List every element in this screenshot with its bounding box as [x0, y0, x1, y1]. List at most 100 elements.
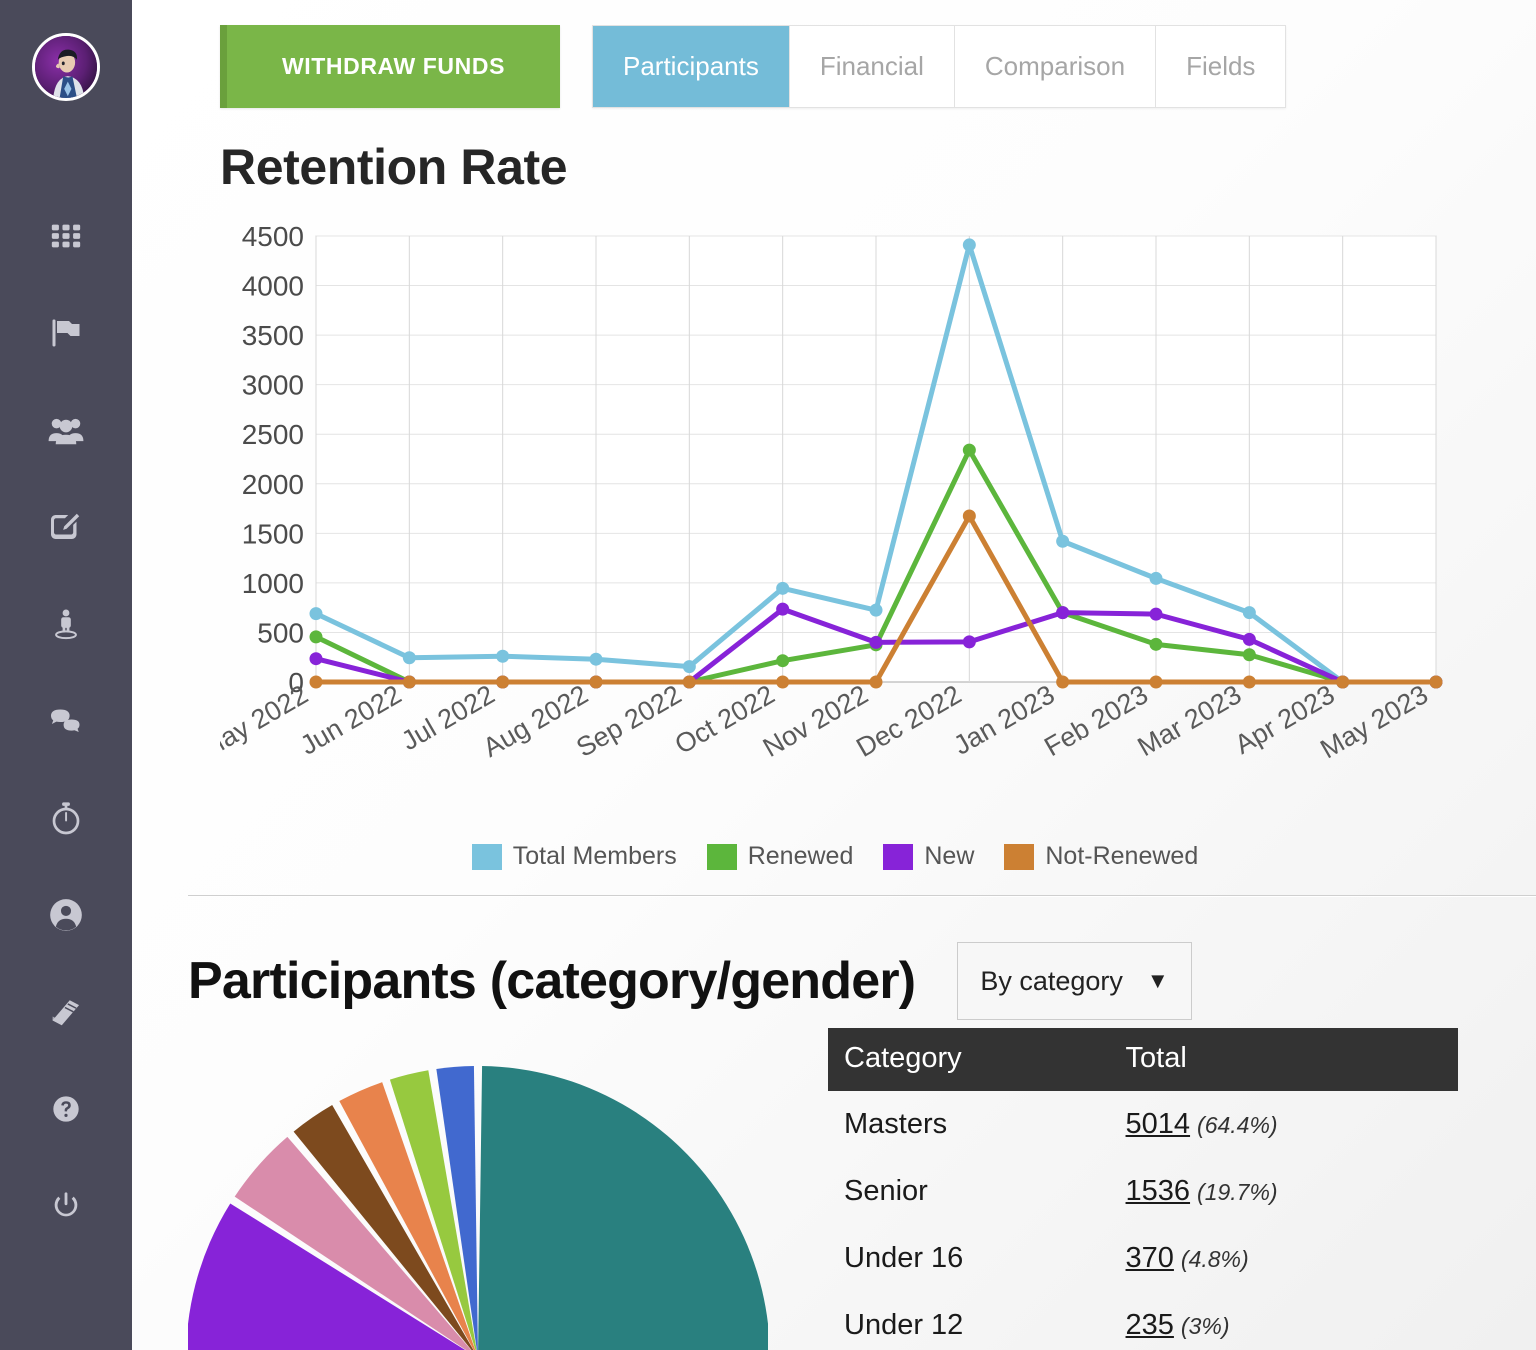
cell-total: 1536 (19.7%) — [1104, 1158, 1458, 1225]
svg-text:2500: 2500 — [242, 419, 304, 450]
tab-participants[interactable]: Participants — [593, 26, 790, 107]
legend-label: New — [924, 842, 975, 870]
svg-text:Sep 2022: Sep 2022 — [571, 679, 686, 763]
sidebar-item-timing[interactable] — [0, 769, 132, 866]
by-category-value: By category — [980, 965, 1123, 996]
main-content: WITHDRAW FUNDS Participants Financial Co… — [132, 0, 1536, 1350]
cell-total: 235 (3%) — [1104, 1292, 1458, 1350]
book-icon — [52, 999, 80, 1025]
grid-apps-icon — [51, 224, 81, 247]
tab-fields[interactable]: Fields — [1156, 26, 1286, 107]
svg-text:4500: 4500 — [242, 221, 304, 252]
legend-swatch — [1004, 843, 1035, 870]
svg-text:1000: 1000 — [242, 568, 304, 599]
column-header-category: Category — [828, 1028, 1104, 1091]
retention-rate-title: Retention Rate — [220, 139, 568, 195]
people-group-icon — [48, 418, 84, 444]
table-row: Senior 1536 (19.7%) — [828, 1158, 1458, 1225]
table-header-row: Category Total — [828, 1028, 1458, 1091]
total-value-link[interactable]: 1536 — [1125, 1175, 1191, 1207]
participants-title: Participants (category/gender) — [188, 952, 916, 1010]
sidebar-item-officials[interactable] — [0, 575, 132, 672]
participants-header: Participants (category/gender) By catego… — [132, 942, 1536, 1020]
edit-note-icon — [51, 513, 80, 539]
tab-comparison[interactable]: Comparison — [954, 26, 1157, 107]
svg-text:4000: 4000 — [242, 271, 304, 302]
sidebar-item-members[interactable] — [0, 381, 132, 478]
sidebar-item-dashboard[interactable] — [0, 187, 132, 284]
svg-text:500: 500 — [257, 617, 304, 648]
sidebar-item-library[interactable] — [0, 963, 132, 1060]
table-row: Under 16 370 (4.8%) — [828, 1225, 1458, 1292]
section-divider — [188, 895, 1536, 896]
category-table-body: Masters 5014 (64.4%) Senior 1536 (19.7%) Under… — [828, 1091, 1458, 1350]
legend-swatch — [706, 843, 737, 870]
category-table-wrap: Category Total Masters 5014 (64.4%) Senior 1… — [828, 1028, 1458, 1350]
person-pin-icon — [55, 609, 77, 639]
svg-text:0: 0 — [288, 667, 304, 698]
tab-bar: Participants Financial Comparison Fields — [592, 25, 1287, 108]
svg-text:3000: 3000 — [242, 370, 304, 401]
legend-item[interactable]: Total Members — [471, 842, 677, 871]
svg-text:Aug 2022: Aug 2022 — [478, 679, 593, 763]
legend-item[interactable]: Renewed — [706, 842, 853, 871]
legend-label: Not-Renewed — [1045, 842, 1199, 870]
avatar-image — [35, 36, 97, 98]
svg-text:3500: 3500 — [242, 320, 304, 351]
total-value-link[interactable]: 370 — [1125, 1242, 1174, 1274]
sidebar — [0, 0, 132, 1350]
cell-total: 5014 (64.4%) — [1104, 1091, 1458, 1158]
retention-line-chart: 0 500 1000 1500 2000 2500 3000 3500 4000 4500 May … — [220, 220, 1450, 840]
toolbar: WITHDRAW FUNDS Participants Financial Co… — [132, 0, 1536, 110]
by-category-dropdown[interactable]: By category ▼ — [957, 942, 1192, 1020]
chart-legend: Total Members Renewed New Not-Renewed — [220, 842, 1450, 871]
svg-text:Mar 2023: Mar 2023 — [1133, 679, 1247, 762]
cell-category: Masters — [844, 1108, 948, 1140]
stopwatch-icon — [52, 801, 80, 834]
tab-financial[interactable]: Financial — [789, 26, 955, 107]
svg-text:May 2022: May 2022 — [220, 679, 313, 764]
column-header-total: Total — [1103, 1028, 1458, 1091]
legend-swatch — [471, 843, 502, 870]
svg-text:May 2023: May 2023 — [1315, 679, 1433, 764]
sidebar-item-logout[interactable] — [0, 1157, 132, 1254]
legend-swatch — [883, 843, 914, 870]
table-row: Under 12 235 (3%) — [828, 1292, 1458, 1350]
category-table: Category Total Masters 5014 (64.4%) Senior 1… — [828, 1028, 1458, 1350]
svg-text:Jan 2023: Jan 2023 — [948, 679, 1059, 761]
sidebar-item-help[interactable] — [0, 1060, 132, 1157]
legend-item[interactable]: New — [883, 842, 974, 871]
cell-category: Under 16 — [844, 1242, 964, 1274]
total-value-link[interactable]: 5014 — [1125, 1108, 1191, 1140]
total-value-link[interactable]: 235 — [1125, 1309, 1174, 1341]
svg-text:1500: 1500 — [242, 518, 304, 549]
cell-total: 370 (4.8%) — [1104, 1225, 1458, 1292]
total-percent: (19.7%) — [1197, 1179, 1278, 1205]
participants-body: Category Total Masters 5014 (64.4%) Senior 1… — [132, 1028, 1536, 1350]
participants-pie-chart — [186, 1028, 770, 1350]
sidebar-item-entries[interactable] — [0, 478, 132, 575]
withdraw-funds-button[interactable]: WITHDRAW FUNDS — [220, 25, 560, 108]
svg-text:Nov 2022: Nov 2022 — [758, 679, 873, 763]
chevron-down-icon: ▼ — [1146, 968, 1169, 993]
cell-category: Under 12 — [844, 1309, 964, 1341]
participants-pie-svg — [186, 1066, 770, 1350]
legend-item[interactable]: Not-Renewed — [1004, 842, 1198, 871]
total-percent: (3%) — [1180, 1313, 1230, 1339]
cell-category: Senior — [844, 1175, 928, 1207]
sidebar-item-account[interactable] — [0, 866, 132, 963]
chat-bubbles-icon — [51, 708, 80, 732]
legend-label: Total Members — [512, 842, 677, 870]
sidebar-item-messages[interactable] — [0, 672, 132, 769]
avatar[interactable] — [32, 33, 100, 101]
svg-text:Jun 2022: Jun 2022 — [295, 679, 406, 761]
svg-text:2000: 2000 — [242, 469, 304, 500]
power-off-icon — [54, 1191, 78, 1216]
svg-text:Dec 2022: Dec 2022 — [851, 679, 966, 763]
sidebar-item-events[interactable] — [0, 284, 132, 381]
help-question-icon — [53, 1095, 79, 1122]
svg-text:Feb 2023: Feb 2023 — [1039, 679, 1153, 762]
sidebar-nav — [0, 187, 132, 1254]
total-percent: (4.8%) — [1180, 1246, 1249, 1272]
